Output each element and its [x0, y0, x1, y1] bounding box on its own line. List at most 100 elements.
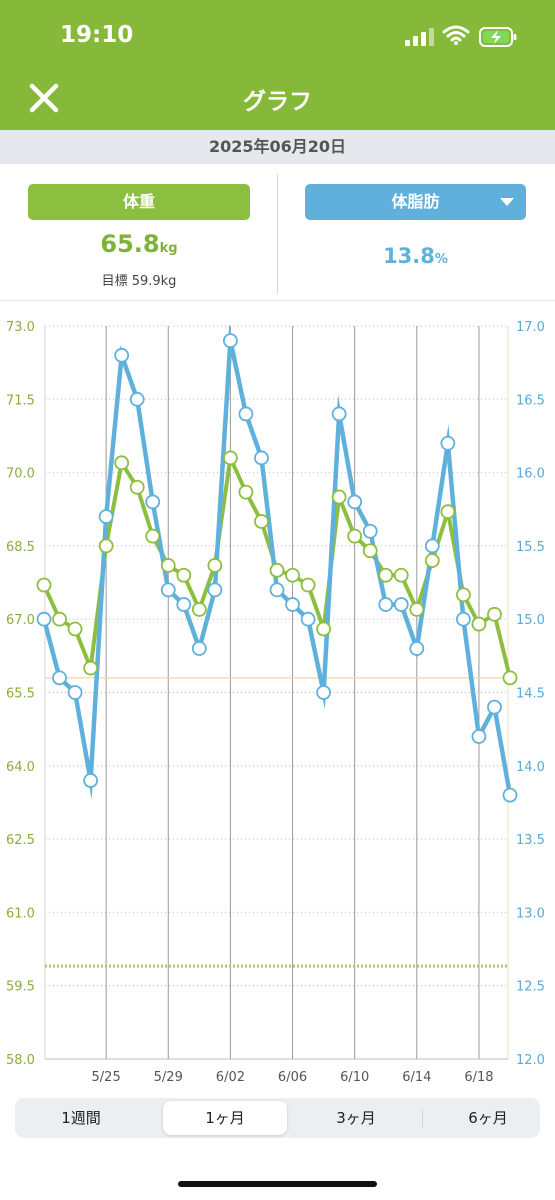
body-fat-point	[238, 406, 254, 422]
home-indicator	[178, 1181, 377, 1187]
body-fat-point	[254, 450, 269, 466]
page-title: グラフ	[243, 89, 312, 115]
y-right-tick-label: 15.0	[516, 613, 545, 628]
y-right-tick-label: 17.0	[516, 320, 545, 335]
weight-point	[440, 504, 456, 520]
y-right-tick-label: 16.5	[516, 393, 545, 408]
body-fat-point	[176, 597, 192, 612]
y-right-tick-label: 13.5	[516, 833, 545, 848]
body-fat-unit: %	[434, 252, 448, 267]
chevron-down-icon	[500, 198, 514, 206]
body-fat-point	[378, 597, 394, 612]
weight-point	[285, 567, 300, 583]
body-fat-point	[316, 685, 332, 700]
weight-point	[347, 528, 363, 544]
y-left-tick-label: 64.0	[6, 760, 35, 775]
body-fat-point	[362, 523, 378, 539]
weight-point	[114, 455, 130, 471]
weight-point	[409, 602, 425, 617]
y-left-tick-label: 59.5	[6, 980, 35, 995]
status-time: 19:10	[60, 22, 134, 48]
metric-selector-dropdown[interactable]: 体脂肪	[305, 184, 526, 220]
weight-point	[145, 528, 161, 544]
body-fat-point	[347, 494, 363, 510]
weight-goal: 目標 59.9kg	[101, 274, 177, 289]
weight-point	[238, 484, 254, 500]
body-fat-point	[222, 333, 238, 349]
weight-point	[52, 611, 67, 627]
body-fat-point	[424, 538, 440, 554]
weight-point	[331, 489, 347, 505]
y-left-tick-label: 58.0	[6, 1053, 35, 1068]
y-left-tick-label: 71.5	[6, 393, 35, 408]
weight-point	[254, 514, 269, 529]
weight-point	[176, 567, 192, 583]
weight-point	[207, 558, 223, 573]
weight-point	[83, 660, 98, 676]
weight-point	[455, 587, 471, 603]
weight-number: 65.8	[100, 230, 160, 258]
weight-point	[191, 602, 207, 617]
body-fat-label: 体脂肪	[391, 192, 440, 211]
x-tick-label: 5/29	[154, 1070, 183, 1085]
weight-point	[362, 543, 378, 559]
body-fat-point	[471, 729, 487, 744]
body-fat-point	[300, 611, 316, 627]
close-icon[interactable]	[26, 80, 62, 116]
body-fat-point	[191, 641, 207, 656]
body-fat-number: 13.8	[383, 244, 435, 268]
weight-point	[160, 558, 176, 573]
body-fat-point	[36, 611, 52, 627]
y-right-tick-label: 12.5	[516, 980, 545, 995]
body-fat-point	[331, 406, 347, 422]
weight-point	[36, 577, 52, 593]
body-fat-point	[502, 787, 518, 803]
y-left-tick-label: 62.5	[6, 833, 35, 848]
weight-point	[67, 621, 83, 637]
y-right-tick-label: 13.0	[516, 906, 545, 921]
y-left-tick-label: 67.0	[6, 613, 35, 628]
period-selector: 1週間 1ヶ月 3ヶ月 6ヶ月	[15, 1098, 540, 1138]
x-tick-label: 6/06	[278, 1070, 307, 1085]
y-left-tick-label: 61.0	[6, 906, 35, 921]
body-fat-value: 13.8%	[305, 244, 526, 268]
tab-1-week[interactable]: 1週間	[61, 1109, 101, 1127]
y-right-tick-label: 14.0	[516, 760, 545, 775]
body-fat-point	[409, 641, 425, 656]
tab-1-month[interactable]: 1ヶ月	[163, 1101, 287, 1135]
weight-point	[424, 553, 440, 568]
y-right-tick-label: 16.0	[516, 467, 545, 482]
body-fat-point	[269, 582, 285, 598]
body-fat-point	[440, 435, 456, 451]
tab-3-months[interactable]: 3ヶ月	[336, 1109, 376, 1127]
y-right-tick-label: 15.5	[516, 540, 545, 555]
body-fat-point	[114, 347, 130, 363]
metrics-divider	[277, 174, 278, 294]
weight-unit: kg	[159, 241, 178, 256]
weight-point	[300, 577, 316, 593]
metrics-panel: 体重 65.8kg 目標 59.9kg 体脂肪 13.8%	[0, 164, 555, 301]
tab-6-months[interactable]: 6ヶ月	[468, 1109, 508, 1127]
y-right-tick-label: 12.0	[516, 1053, 545, 1068]
x-tick-label: 6/18	[464, 1070, 493, 1085]
header-bar: 19:10 グラフ	[0, 0, 555, 130]
weight-point	[98, 538, 114, 554]
body-fat-point	[98, 509, 114, 524]
wifi-icon	[442, 25, 470, 45]
weight-label: 体重	[28, 184, 250, 220]
weight-point	[378, 567, 394, 583]
body-fat-point	[207, 582, 223, 598]
weight-point	[129, 479, 145, 495]
body-fat-point	[487, 699, 502, 715]
y-left-tick-label: 73.0	[6, 320, 35, 335]
body-fat-point	[285, 597, 300, 612]
date-label: 2025年06月20日	[0, 130, 555, 164]
weight-point	[269, 562, 285, 578]
x-tick-label: 6/10	[340, 1070, 369, 1085]
y-left-tick-label: 70.0	[6, 467, 35, 482]
cellular-signal-icon	[405, 28, 435, 46]
weight-point	[393, 567, 409, 583]
weight-point	[316, 621, 332, 637]
y-right-tick-label: 14.5	[516, 687, 545, 702]
body-fat-point	[67, 685, 83, 700]
